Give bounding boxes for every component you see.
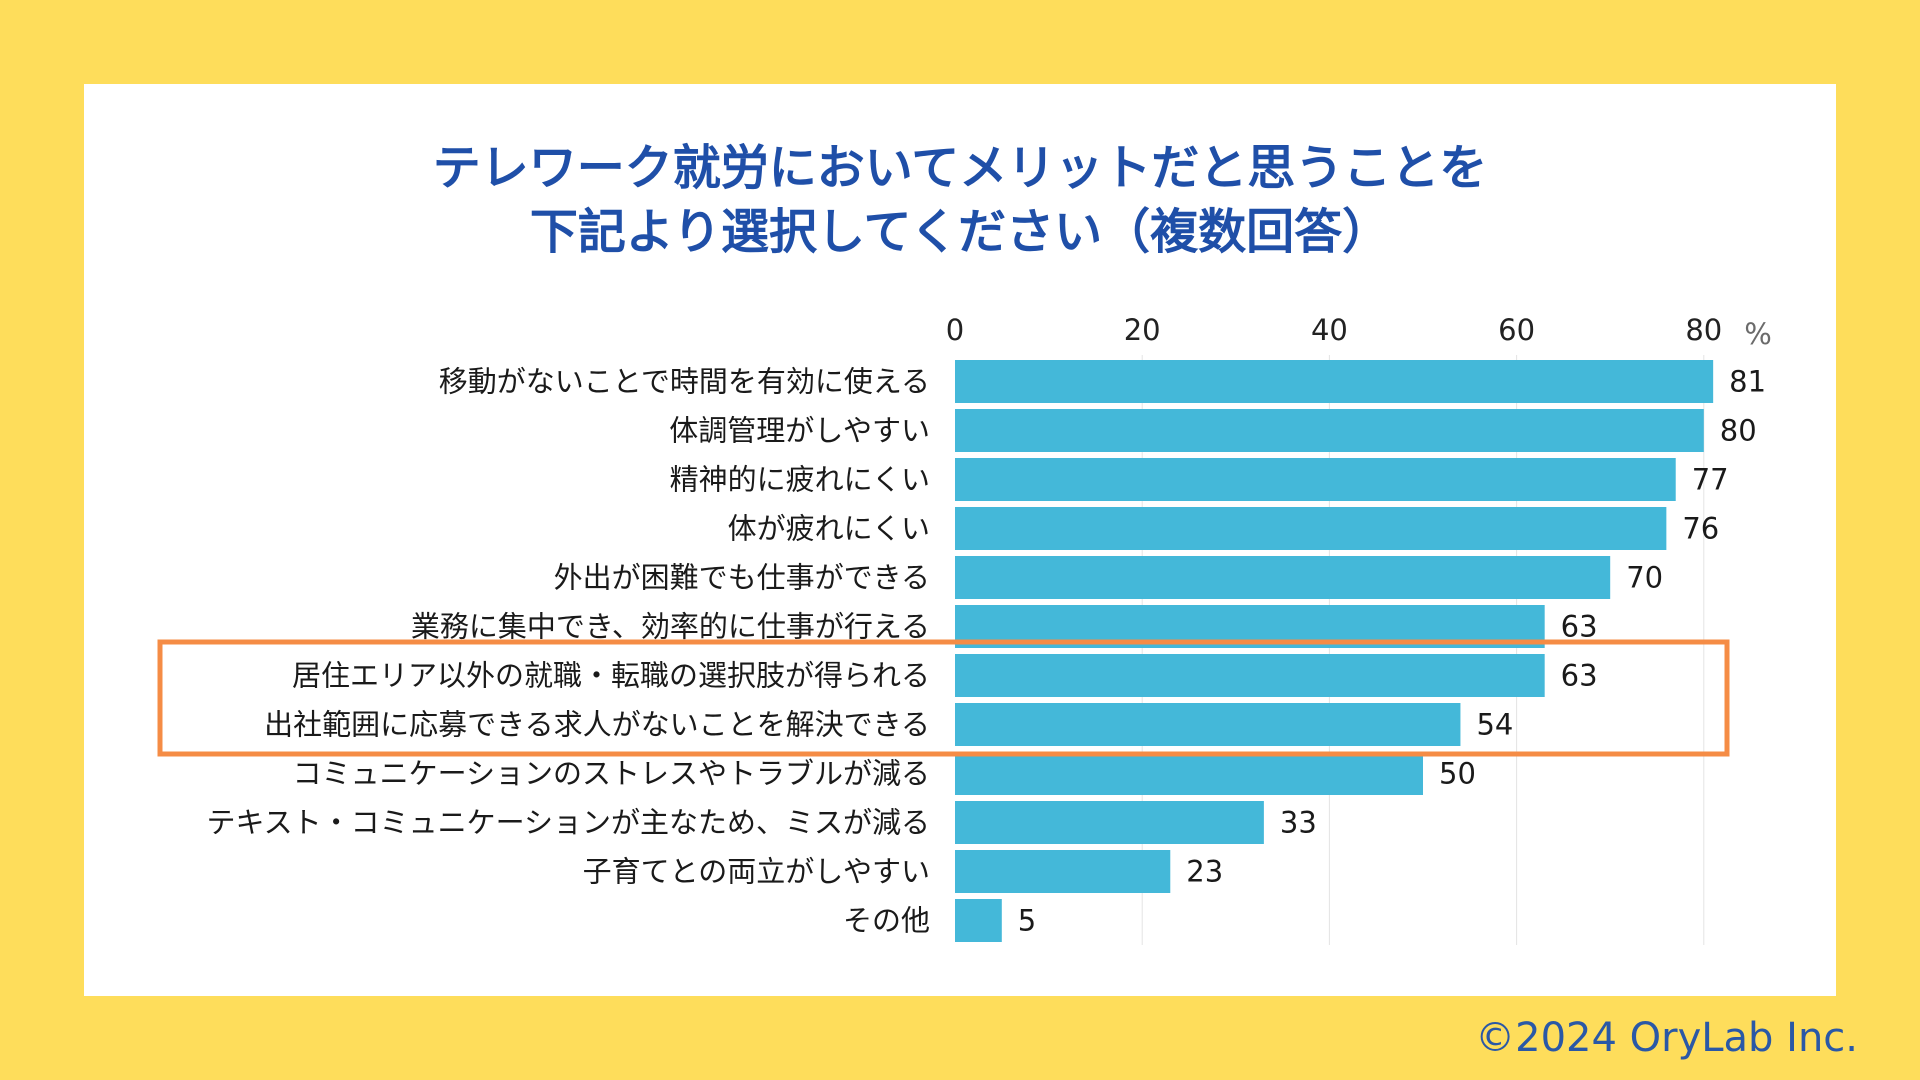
category-label: 居住エリア以外の就職・転職の選択肢が得られる	[292, 659, 930, 693]
value-label: 77	[1692, 463, 1729, 497]
x-tick-label: 60	[1498, 313, 1535, 347]
value-label: 63	[1561, 610, 1598, 644]
bar	[955, 801, 1264, 844]
category-label: 外出が困難でも仕事ができる	[554, 561, 930, 595]
value-label: 80	[1720, 414, 1757, 448]
value-label: 81	[1729, 365, 1766, 399]
bar	[955, 360, 1714, 403]
category-label: その他	[843, 904, 930, 938]
value-label: 50	[1439, 757, 1476, 791]
category-label: 業務に集中でき、効率的に仕事が行える	[411, 610, 930, 644]
value-label: 5	[1018, 904, 1036, 938]
category-label: テキスト・コミュニケーションが主なため、ミスが減る	[206, 806, 930, 840]
title-line-1: テレワーク就労においてメリットだと思うことを	[432, 140, 1488, 196]
bar	[955, 752, 1423, 795]
category-label: 体が疲れにくい	[728, 512, 930, 546]
copyright-text: ©2024 OryLab Inc.	[1475, 1015, 1858, 1061]
highlight-box	[157, 639, 1730, 757]
bar	[955, 899, 1002, 942]
title-line-2: 下記より選択してください（複数回答）	[529, 204, 1391, 260]
x-tick-label: 20	[1124, 313, 1161, 347]
category-label: 体調管理がしやすい	[669, 414, 930, 448]
category-label: 子育てとの両立がしやすい	[583, 855, 930, 889]
bar	[955, 458, 1676, 501]
bar	[955, 703, 1461, 746]
category-label: コミュニケーションのストレスやトラブルが減る	[293, 757, 930, 791]
value-label: 76	[1682, 512, 1719, 546]
value-label: 70	[1626, 561, 1663, 595]
bar	[955, 556, 1611, 599]
x-tick-label: 0	[946, 313, 964, 347]
bar	[955, 654, 1545, 697]
value-label: 23	[1186, 855, 1223, 889]
x-tick-label: 80	[1685, 313, 1722, 347]
category-label: 精神的に疲れにくい	[670, 463, 930, 497]
bar	[955, 507, 1667, 550]
chart-title: テレワーク就労においてメリットだと思うことを 下記より選択してください（複数回答…	[84, 136, 1836, 264]
category-label: 出社範囲に応募できる求人がないことを解決できる	[264, 708, 930, 742]
unit-label: %	[1744, 317, 1772, 351]
bar	[955, 850, 1171, 893]
bar	[955, 409, 1704, 452]
value-label: 63	[1561, 659, 1598, 693]
value-label: 54	[1476, 708, 1513, 742]
value-label: 33	[1280, 806, 1317, 840]
category-label: 移動がないことで時間を有効に使える	[439, 365, 930, 399]
x-tick-label: 40	[1311, 313, 1348, 347]
